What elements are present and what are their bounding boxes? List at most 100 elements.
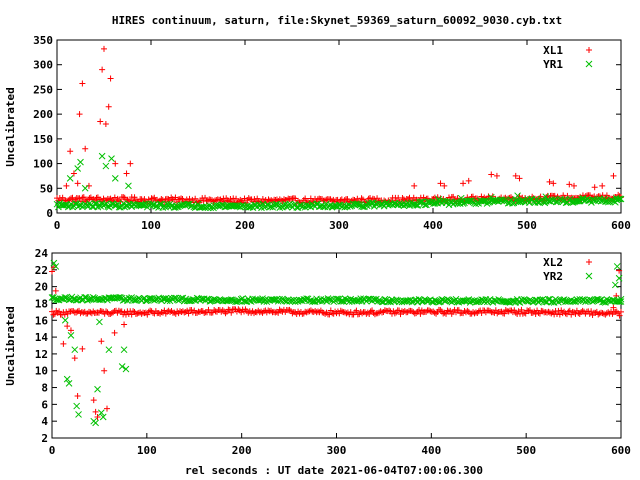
data-point-yr2 — [118, 363, 126, 370]
data-point-xl2 — [71, 355, 78, 362]
data-point-yr1 — [335, 201, 343, 209]
y-tick-label: 300 — [33, 59, 53, 72]
data-point-yr2 — [508, 297, 515, 305]
data-point-xl2 — [103, 308, 110, 315]
data-point-xl1 — [603, 192, 610, 199]
data-point-xl1 — [227, 196, 234, 203]
data-point-xl2 — [132, 311, 139, 318]
y-tick-label: 14 — [35, 331, 49, 344]
data-point-xl2 — [101, 367, 108, 374]
data-point-xl2 — [359, 310, 366, 317]
data-point-xl2 — [104, 405, 111, 412]
data-point-xl1 — [437, 180, 444, 187]
data-point-yr2 — [364, 295, 372, 303]
data-point-xl1 — [107, 75, 114, 82]
x-tick-label: 500 — [517, 219, 537, 232]
data-point-xl2 — [416, 307, 423, 314]
y-tick-label: 12 — [35, 348, 48, 361]
data-point-xl2 — [579, 307, 586, 314]
data-point-xl1 — [354, 195, 361, 202]
legend-marker-xl1 — [586, 47, 592, 53]
legend-label-yr2: YR2 — [543, 270, 563, 283]
data-point-xl1 — [173, 198, 180, 205]
data-point-yr1 — [214, 202, 222, 210]
data-point-yr2 — [120, 346, 128, 354]
data-point-xl1 — [80, 194, 87, 201]
x-tick-label: 600 — [611, 444, 631, 457]
data-point-xl1 — [460, 180, 467, 187]
data-point-xl2 — [315, 308, 322, 315]
data-point-xl1 — [571, 182, 577, 189]
data-point-yr2 — [52, 296, 60, 304]
data-point-yr2 — [94, 385, 101, 393]
data-point-xl2 — [386, 307, 393, 314]
y-tick-label: 350 — [33, 34, 53, 47]
data-point-xl1 — [551, 192, 558, 199]
data-point-yr2 — [599, 298, 606, 306]
data-point-xl1 — [149, 195, 156, 202]
data-point-xl1 — [441, 182, 448, 189]
data-point-yr1 — [516, 198, 523, 205]
data-point-yr1 — [457, 194, 465, 202]
data-point-xl2 — [111, 329, 118, 336]
legend-marker-yr1 — [585, 60, 593, 68]
x-tick-label: 300 — [327, 444, 347, 457]
data-point-xl2 — [616, 312, 623, 319]
data-point-xl1 — [105, 103, 112, 110]
data-point-xl1 — [566, 181, 573, 188]
y-tick-label: 2 — [41, 432, 48, 445]
data-point-yr1 — [190, 203, 198, 211]
data-point-yr1 — [183, 200, 191, 208]
data-point-xl2 — [90, 308, 97, 315]
data-point-yr2 — [611, 281, 619, 289]
data-point-xl1 — [74, 180, 81, 187]
data-point-xl2 — [64, 323, 71, 330]
data-point-xl2 — [487, 308, 494, 315]
data-point-xl2 — [92, 408, 99, 415]
data-point-yr1 — [102, 162, 110, 170]
data-point-yr2 — [353, 297, 360, 305]
data-point-yr2 — [320, 296, 328, 303]
data-point-xl2 — [431, 309, 438, 316]
data-point-yr2 — [105, 346, 113, 354]
data-point-xl2 — [391, 310, 398, 317]
data-point-yr2 — [73, 402, 81, 410]
y-tick-label: 6 — [41, 398, 48, 411]
data-point-xl1 — [127, 160, 134, 167]
data-point-xl2 — [255, 307, 262, 314]
legend-label-xl2: XL2 — [543, 256, 563, 269]
data-point-xl2 — [196, 309, 203, 316]
data-point-yr2 — [337, 298, 345, 305]
data-point-xl2 — [566, 307, 573, 314]
data-point-xl1 — [610, 172, 617, 179]
data-point-xl1 — [465, 177, 472, 184]
data-point-xl2 — [618, 308, 624, 315]
data-point-yr1 — [331, 202, 339, 210]
data-point-xl2 — [472, 309, 479, 316]
bottom-plot-panel: 0 100 200 300 400 500 60024681012141618202224 … — [4, 247, 631, 477]
data-point-yr2 — [71, 346, 79, 354]
data-point-xl1 — [79, 80, 86, 87]
y-tick-label: 18 — [35, 297, 48, 310]
data-point-xl1 — [341, 197, 348, 204]
data-point-xl2 — [289, 310, 296, 317]
data-point-yr2 — [617, 298, 625, 305]
data-point-yr1 — [358, 203, 365, 210]
data-point-xl2 — [558, 307, 565, 314]
data-point-xl1 — [591, 184, 598, 191]
x-tick-label: 0 — [49, 444, 56, 457]
data-point-xl2 — [51, 311, 58, 318]
data-point-xl2 — [250, 310, 257, 317]
data-point-yr1 — [496, 196, 504, 204]
data-point-xl1 — [272, 196, 279, 203]
data-point-xl2 — [205, 306, 212, 313]
data-point-xl1 — [67, 148, 74, 155]
data-point-yr2 — [198, 295, 205, 303]
data-point-yr2 — [529, 298, 537, 306]
data-point-yr2 — [614, 297, 622, 305]
data-point-yr1 — [293, 204, 301, 211]
data-point-xl2 — [404, 309, 411, 316]
data-point-yr2 — [97, 296, 104, 304]
